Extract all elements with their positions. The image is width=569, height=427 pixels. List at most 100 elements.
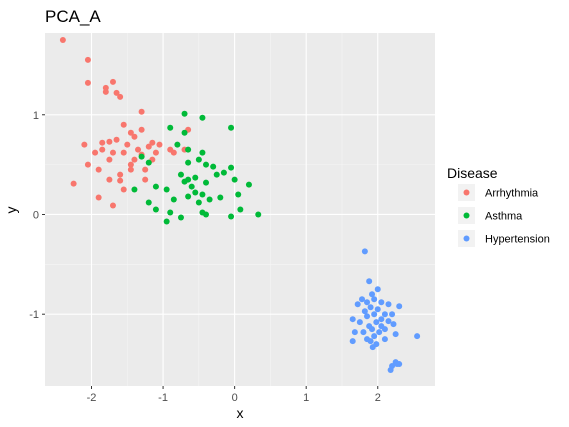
arrhythmia-point <box>102 88 109 95</box>
asthma-point <box>195 199 202 206</box>
arrhythmia-point <box>106 138 113 145</box>
asthma-point <box>203 161 210 168</box>
asthma-point <box>138 153 145 160</box>
asthma-point <box>167 209 174 216</box>
asthma-point <box>185 193 192 200</box>
chart-title: PCA_A <box>45 7 101 26</box>
arrhythmia-point <box>117 93 124 100</box>
asthma-point <box>228 124 235 131</box>
legend-item-asthma: Asthma <box>458 207 523 224</box>
x-tick-label: -2 <box>87 392 97 404</box>
asthma-point <box>237 206 244 213</box>
hypertension-point <box>349 338 356 345</box>
hypertension-point <box>360 329 367 336</box>
arrhythmia-point <box>138 126 145 133</box>
legend-key-hypertension <box>463 235 470 242</box>
hypertension-point <box>371 333 378 340</box>
legend-key-arrhythmia <box>463 189 470 196</box>
asthma-point <box>235 191 242 198</box>
arrhythmia-point <box>120 121 127 128</box>
asthma-point <box>231 176 238 183</box>
hypertension-point <box>378 299 385 306</box>
asthma-point <box>174 141 181 148</box>
arrhythmia-point <box>95 166 102 173</box>
points-layer <box>59 36 421 374</box>
asthma-point <box>199 114 206 121</box>
hypertension-point <box>374 286 381 293</box>
legend-label-hypertension: Hypertension <box>485 234 550 246</box>
asthma-point <box>177 214 184 221</box>
asthma-point <box>245 181 252 188</box>
asthma-point <box>192 189 199 196</box>
arrhythmia-point <box>127 129 134 136</box>
arrhythmia-point <box>142 166 149 173</box>
y-tick-label: -1 <box>29 309 39 321</box>
hypertension-point <box>373 319 380 326</box>
arrhythmia-point <box>170 149 177 156</box>
hypertension-point <box>366 278 373 285</box>
arrhythmia-point <box>120 149 127 156</box>
arrhythmia-point <box>109 78 116 85</box>
hypertension-point <box>351 329 358 336</box>
legend-item-hypertension: Hypertension <box>458 230 550 247</box>
arrhythmia-point <box>109 149 116 156</box>
y-axis-title: y <box>3 207 19 214</box>
arrhythmia-point <box>138 108 145 115</box>
asthma-point <box>185 146 192 153</box>
arrhythmia-point <box>127 166 134 173</box>
arrhythmia-point <box>59 36 66 43</box>
arrhythmia-point <box>106 176 113 183</box>
legend-label-arrhythmia: Arrhythmia <box>485 188 539 200</box>
hypertension-point <box>349 316 356 323</box>
hypertension-point <box>354 301 361 308</box>
legend-item-arrhythmia: Arrhythmia <box>458 184 539 201</box>
asthma-point <box>206 196 213 203</box>
arrhythmia-point <box>84 56 91 63</box>
hypertension-point <box>369 344 376 351</box>
arrhythmia-point <box>156 141 163 148</box>
hypertension-point <box>385 301 392 308</box>
asthma-point <box>192 174 199 181</box>
asthma-point <box>170 196 177 203</box>
asthma-point <box>228 213 235 220</box>
asthma-point <box>213 171 220 178</box>
hypertension-point <box>381 326 388 333</box>
asthma-point <box>228 164 235 171</box>
x-tick-label: -1 <box>158 392 168 404</box>
x-axis-title: x <box>237 405 244 421</box>
hypertension-point <box>394 361 401 368</box>
asthma-point <box>145 199 152 206</box>
asthma-point <box>195 156 202 163</box>
asthma-point <box>199 149 206 156</box>
hypertension-point <box>385 318 392 325</box>
arrhythmia-point <box>142 176 149 183</box>
hypertension-point <box>359 296 366 303</box>
arrhythmia-point <box>109 202 116 209</box>
hypertension-point <box>361 248 368 255</box>
hypertension-point <box>371 296 378 303</box>
hypertension-point <box>369 291 376 298</box>
hypertension-point <box>371 311 378 318</box>
y-tick-label: 1 <box>33 110 39 122</box>
asthma-point <box>188 183 195 190</box>
hypertension-point <box>390 321 397 328</box>
grid-layer <box>45 33 435 386</box>
asthma-point <box>210 163 217 170</box>
hypertension-point <box>381 336 388 343</box>
hypertension-point <box>364 313 371 320</box>
asthma-point <box>152 206 159 213</box>
arrhythmia-point <box>106 156 113 163</box>
asthma-point <box>163 218 170 225</box>
x-tick-label: 2 <box>375 392 381 404</box>
asthma-point <box>145 159 152 166</box>
legend-title: Disease <box>447 165 498 181</box>
ticks-layer: -2 -1 0 1 2 -1 0 1 <box>29 110 381 404</box>
asthma-point <box>152 183 159 190</box>
hypertension-point <box>392 331 399 338</box>
arrhythmia-point <box>124 141 131 148</box>
hypertension-point <box>367 304 374 311</box>
asthma-point <box>177 171 184 178</box>
hypertension-point <box>369 326 376 333</box>
arrhythmia-point <box>92 149 99 156</box>
